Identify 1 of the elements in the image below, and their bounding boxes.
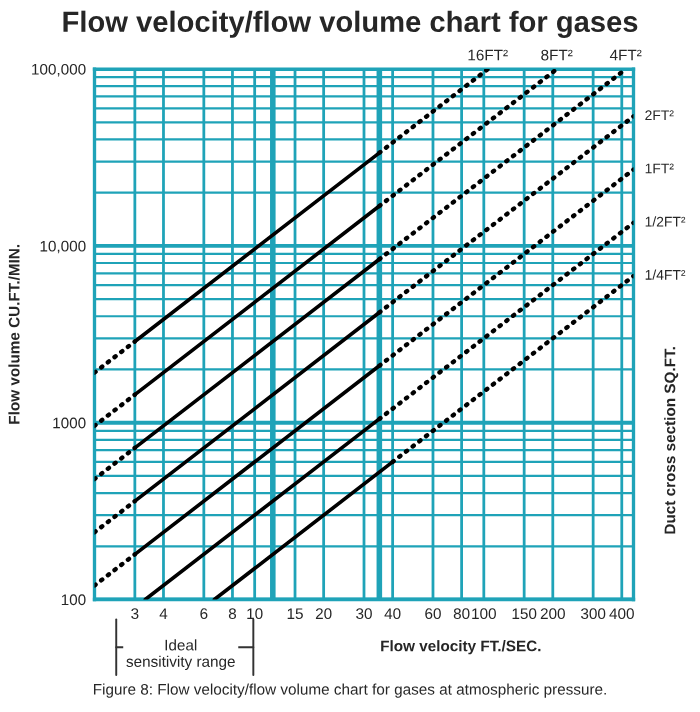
chart-title: Flow velocity/flow volume chart for gases (63, 10, 638, 38)
